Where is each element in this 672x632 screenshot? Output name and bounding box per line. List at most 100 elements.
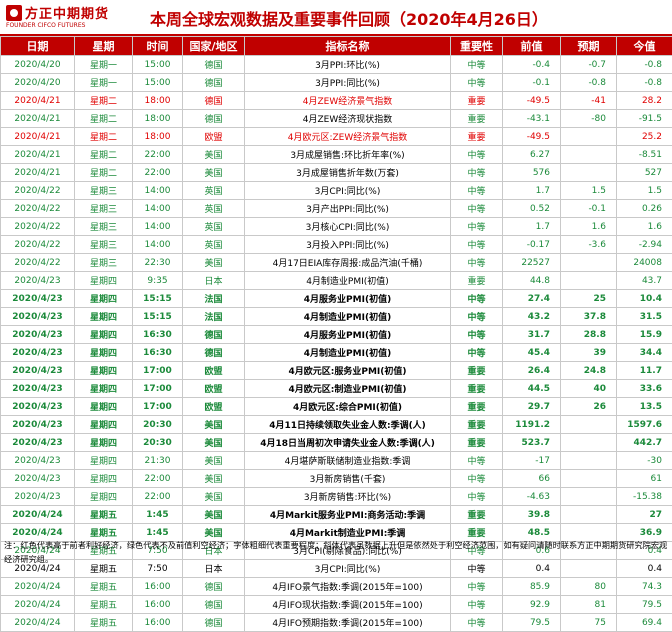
cell-previous: -0.17 — [503, 236, 561, 254]
cell-indicator: 4月欧元区:服务业PMI(初值) — [245, 362, 451, 380]
cell-weekday: 星期五 — [75, 596, 133, 614]
cell-time: 18:00 — [133, 92, 183, 110]
cell-actual: 0.26 — [617, 200, 672, 218]
cell-importance: 中等 — [451, 56, 503, 74]
cell-forecast — [561, 164, 617, 182]
cell-weekday: 星期一 — [75, 74, 133, 92]
cell-country: 美国 — [183, 470, 245, 488]
cell-actual: 28.2 — [617, 92, 672, 110]
cell-date: 2020/4/23 — [1, 344, 75, 362]
cell-forecast: 39 — [561, 344, 617, 362]
cell-date: 2020/4/23 — [1, 452, 75, 470]
cell-weekday: 星期三 — [75, 218, 133, 236]
cell-previous: 6.27 — [503, 146, 561, 164]
cell-actual: 33.6 — [617, 380, 672, 398]
cell-country: 德国 — [183, 596, 245, 614]
col-header-weekday: 星期 — [75, 37, 133, 56]
cell-date: 2020/4/24 — [1, 506, 75, 524]
cell-indicator: 3月CPI:同比(%) — [245, 182, 451, 200]
cell-weekday: 星期三 — [75, 254, 133, 272]
cell-date: 2020/4/22 — [1, 218, 75, 236]
cell-actual: 69.4 — [617, 614, 672, 632]
cell-actual: 11.7 — [617, 362, 672, 380]
cell-weekday: 星期二 — [75, 128, 133, 146]
cell-importance: 重要 — [451, 380, 503, 398]
cell-forecast — [561, 488, 617, 506]
cell-importance: 中等 — [451, 614, 503, 632]
cell-time: 17:00 — [133, 398, 183, 416]
cell-date: 2020/4/24 — [1, 578, 75, 596]
cell-previous: 576 — [503, 164, 561, 182]
cell-forecast — [561, 452, 617, 470]
cell-actual: -2.94 — [617, 236, 672, 254]
col-header-indicator: 指标名称 — [245, 37, 451, 56]
cell-time: 22:00 — [133, 164, 183, 182]
cell-forecast: 1.5 — [561, 182, 617, 200]
cell-time: 15:00 — [133, 56, 183, 74]
cell-forecast: 24.8 — [561, 362, 617, 380]
cell-date: 2020/4/23 — [1, 398, 75, 416]
cell-previous: -43.1 — [503, 110, 561, 128]
cell-date: 2020/4/23 — [1, 488, 75, 506]
cell-indicator: 4月服务业PMI(初值) — [245, 326, 451, 344]
cell-previous: 27.4 — [503, 290, 561, 308]
cell-time: 16:30 — [133, 326, 183, 344]
cell-importance: 重要 — [451, 398, 503, 416]
cell-time: 16:00 — [133, 578, 183, 596]
cell-country: 德国 — [183, 56, 245, 74]
cell-actual: -30 — [617, 452, 672, 470]
cell-actual: -91.5 — [617, 110, 672, 128]
cell-indicator: 4月11日持续领取失业金人数:季调(人) — [245, 416, 451, 434]
cell-actual: 31.5 — [617, 308, 672, 326]
cell-country: 美国 — [183, 434, 245, 452]
cell-date: 2020/4/24 — [1, 614, 75, 632]
cell-country: 欧盟 — [183, 362, 245, 380]
report-header: 方正中期期货 FOUNDER CIFCO FUTURES 本周全球宏观数据及重要… — [0, 0, 672, 36]
cell-importance: 中等 — [451, 326, 503, 344]
cell-indicator: 4月制造业PMI(初值) — [245, 344, 451, 362]
cell-weekday: 星期四 — [75, 452, 133, 470]
cell-forecast: -0.1 — [561, 200, 617, 218]
cell-date: 2020/4/24 — [1, 596, 75, 614]
cell-forecast: -0.8 — [561, 74, 617, 92]
cell-weekday: 星期五 — [75, 506, 133, 524]
cell-indicator: 4月IFO景气指数:季调(2015年=100) — [245, 578, 451, 596]
cell-actual: 61 — [617, 470, 672, 488]
logo-text-cn: 方正中期期货 — [25, 3, 109, 22]
cell-indicator: 4月ZEW经济现状指数 — [245, 110, 451, 128]
cell-actual: -8.51 — [617, 146, 672, 164]
cell-previous: 523.7 — [503, 434, 561, 452]
cell-indicator: 4月欧元区:ZEW经济景气指数 — [245, 128, 451, 146]
cell-indicator: 4月ZEW经济景气指数 — [245, 92, 451, 110]
cell-weekday: 星期四 — [75, 362, 133, 380]
cell-date: 2020/4/21 — [1, 146, 75, 164]
cell-previous: 44.8 — [503, 272, 561, 290]
cell-forecast — [561, 128, 617, 146]
cell-date: 2020/4/22 — [1, 182, 75, 200]
cell-indicator: 4月18日当周初次申请失业金人数:季调(人) — [245, 434, 451, 452]
cell-date: 2020/4/23 — [1, 290, 75, 308]
cell-weekday: 星期二 — [75, 92, 133, 110]
cell-indicator: 4月17日EIA库存周报:成品汽油(千桶) — [245, 254, 451, 272]
cell-date: 2020/4/21 — [1, 128, 75, 146]
cell-forecast: 1.6 — [561, 218, 617, 236]
cell-country: 法国 — [183, 308, 245, 326]
company-logo: 方正中期期货 FOUNDER CIFCO FUTURES — [6, 3, 116, 31]
table-header-row: 日期 星期 时间 国家/地区 指标名称 重要性 前值 预期 今值 — [1, 37, 672, 56]
cell-actual: 10.4 — [617, 290, 672, 308]
cell-forecast — [561, 416, 617, 434]
cell-country: 德国 — [183, 344, 245, 362]
cell-country: 美国 — [183, 164, 245, 182]
col-header-forecast: 预期 — [561, 37, 617, 56]
cell-weekday: 星期三 — [75, 200, 133, 218]
cell-weekday: 星期四 — [75, 398, 133, 416]
cell-actual: 34.4 — [617, 344, 672, 362]
cell-time: 18:00 — [133, 128, 183, 146]
cell-indicator: 3月核心CPI:同比(%) — [245, 218, 451, 236]
cell-importance: 中等 — [451, 164, 503, 182]
